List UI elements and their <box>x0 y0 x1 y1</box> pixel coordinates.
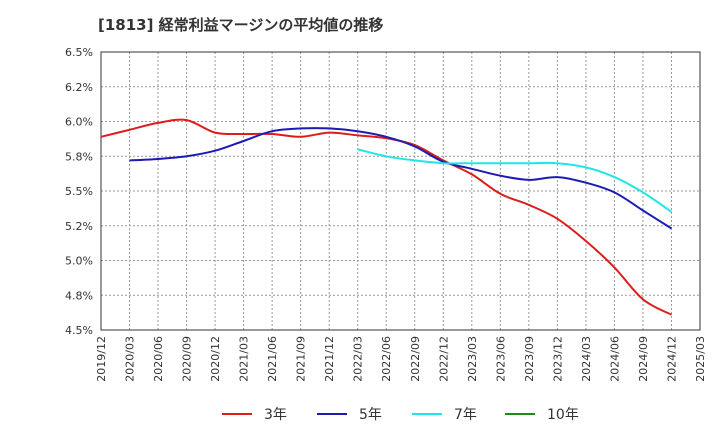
series-line-5年 <box>129 127 673 230</box>
series-line-7年 <box>357 148 673 213</box>
y-tick-label: 5.2% <box>65 220 93 233</box>
x-tick-label: 2022/09 <box>409 336 422 382</box>
y-tick-label: 6.0% <box>65 116 93 129</box>
legend-label: 10年 <box>547 407 579 423</box>
x-tick-label: 2021/06 <box>266 336 279 382</box>
x-tick-label: 2022/12 <box>437 336 450 382</box>
x-tick-label: 2023/09 <box>523 336 536 382</box>
x-tick-label: 2020/12 <box>209 336 222 382</box>
x-tick-label: 2024/06 <box>608 336 621 382</box>
y-tick-label: 5.5% <box>65 185 93 198</box>
x-tick-label: 2022/03 <box>352 336 365 382</box>
x-axis-ticks: 2019/12 2020/03 2020/06 2020/09 2020/12 2021/… <box>95 336 707 382</box>
x-tick-label: 2020/06 <box>152 336 165 382</box>
x-tick-label: 2019/12 <box>95 336 108 382</box>
x-tick-label: 2020/03 <box>124 336 137 382</box>
plot-frame <box>100 51 701 331</box>
y-tick-label: 4.5% <box>65 324 93 337</box>
x-tick-label: 2022/06 <box>380 336 393 382</box>
x-tick-label: 2024/09 <box>637 336 650 382</box>
y-tick-label: 5.0% <box>65 255 93 268</box>
y-tick-label: 6.2% <box>65 81 93 94</box>
chart-title: [1813] 経常利益マージンの平均値の推移 <box>98 16 384 34</box>
x-tick-label: 2021/12 <box>323 336 336 382</box>
legend-label: 5年 <box>359 407 382 423</box>
y-tick-label: 6.5% <box>65 46 93 59</box>
x-tick-label: 2020/09 <box>181 336 194 382</box>
x-tick-label: 2023/06 <box>494 336 507 382</box>
y-tick-label: 4.8% <box>65 289 93 302</box>
y-tick-label: 5.8% <box>65 150 93 163</box>
x-tick-label: 2021/09 <box>295 336 308 382</box>
x-tick-label: 2023/12 <box>551 336 564 382</box>
x-tick-label: 2021/03 <box>238 336 251 382</box>
series-line-3年 <box>100 118 672 316</box>
y-axis-ticks: 6.5% 6.2% 6.0% 5.8% 5.5% 5.2% 5.0% 4.8% 4.5% <box>65 46 93 337</box>
legend-label: 3年 <box>264 407 287 423</box>
legend-label: 7年 <box>454 407 477 423</box>
series-lines <box>100 118 673 316</box>
legend: 3年 5年 7年 10年 <box>222 407 579 423</box>
x-tick-label: 2023/03 <box>466 336 479 382</box>
x-tick-label: 2025/03 <box>694 336 707 382</box>
x-tick-label: 2024/03 <box>580 336 593 382</box>
x-tick-label: 2024/12 <box>665 336 678 382</box>
